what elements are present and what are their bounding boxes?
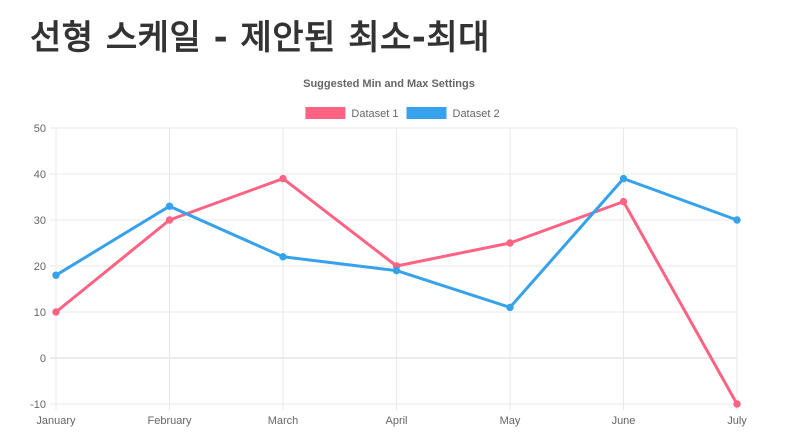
x-tick-label: April — [385, 415, 407, 427]
y-tick-label: 50 — [34, 123, 46, 135]
x-tick-label: February — [147, 415, 192, 427]
chart-title: Suggested Min and Max Settings — [303, 78, 475, 90]
page-heading: 선형 스케일 - 제안된 최소-최대 — [30, 18, 490, 58]
legend-swatch — [406, 107, 447, 119]
y-tick-label: 10 — [34, 307, 46, 319]
x-tick-label: January — [36, 415, 76, 427]
y-tick-label: 0 — [40, 353, 46, 365]
data-point[interactable] — [165, 216, 174, 224]
x-tick-label: July — [727, 415, 747, 427]
legend-item[interactable]: Dataset 2 — [406, 107, 500, 120]
line-chart: Suggested Min and Max Settings Dataset 1… — [30, 78, 747, 427]
data-point[interactable] — [279, 174, 287, 183]
data-point[interactable] — [733, 216, 741, 224]
chart-grid — [50, 127, 738, 410]
x-tick-label: March — [268, 415, 299, 427]
x-axis: January February March April May June July — [36, 415, 747, 427]
x-tick-label: May — [500, 415, 521, 427]
x-tick-label: June — [612, 415, 636, 427]
legend-swatch — [305, 107, 346, 119]
data-point[interactable] — [392, 266, 401, 275]
y-tick-label: 20 — [34, 261, 46, 273]
data-point[interactable] — [279, 253, 287, 261]
chart-series — [52, 174, 741, 408]
chart-container: Suggested Min and Max Settings Dataset 1… — [0, 62, 801, 442]
series-2 — [52, 174, 741, 312]
data-point[interactable] — [506, 239, 514, 247]
data-point[interactable] — [619, 174, 628, 183]
legend-label: Dataset 1 — [351, 108, 398, 120]
series-1 — [52, 174, 741, 408]
legend-item[interactable]: Dataset 1 — [305, 107, 399, 120]
data-point[interactable] — [733, 400, 741, 408]
y-axis: -10 0 10 20 30 40 50 — [30, 123, 46, 411]
y-tick-label: -10 — [30, 399, 46, 411]
data-point[interactable] — [165, 202, 174, 210]
data-point[interactable] — [619, 197, 628, 206]
y-tick-label: 30 — [34, 215, 46, 227]
y-tick-label: 40 — [34, 169, 46, 181]
data-point[interactable] — [506, 303, 514, 312]
chart-legend: Dataset 1 Dataset 2 — [305, 107, 500, 120]
legend-label: Dataset 2 — [453, 108, 500, 120]
data-point[interactable] — [52, 271, 60, 279]
data-point[interactable] — [52, 308, 60, 316]
